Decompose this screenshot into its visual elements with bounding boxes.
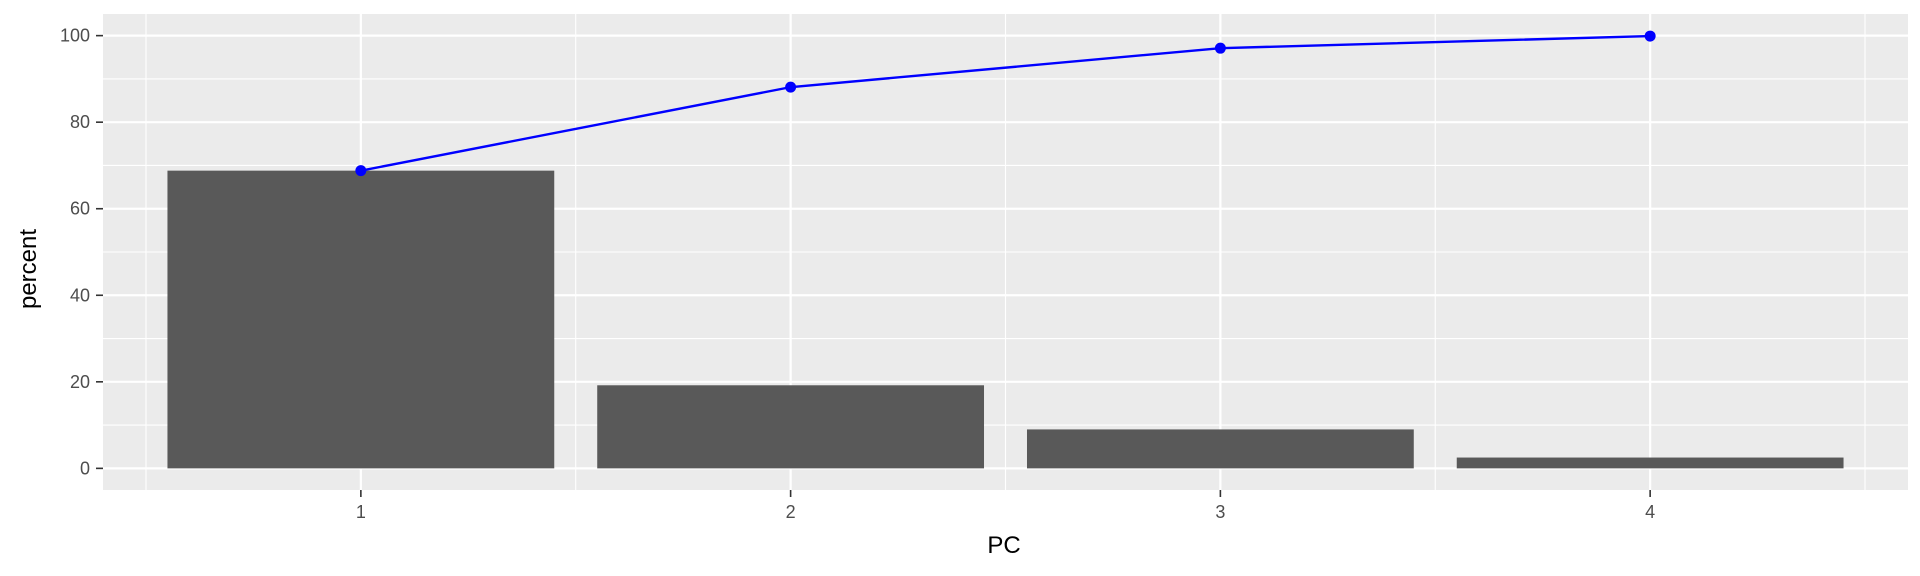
- bar-pc-4: [1456, 457, 1844, 469]
- y-tick-label: 80: [70, 112, 90, 132]
- y-tick-label: 100: [60, 26, 90, 46]
- cumulative-point-pc-3: [1214, 42, 1226, 54]
- x-axis-title: PC: [987, 532, 1020, 559]
- y-tick-label: 40: [70, 285, 90, 305]
- y-axis-title: percent: [15, 229, 42, 309]
- bar-pc-2: [597, 385, 985, 469]
- y-tick-label: 0: [80, 458, 90, 478]
- x-tick-label: 2: [786, 502, 796, 522]
- cumulative-point-pc-1: [355, 165, 367, 177]
- y-tick-label: 60: [70, 199, 90, 219]
- cumulative-line: [360, 34, 1651, 172]
- axes: 0 20 40 60 80 100 1 2 3 4: [60, 26, 1655, 522]
- cumulative-point-pc-2: [785, 81, 797, 93]
- bars: [167, 170, 1844, 469]
- bar-pc-3: [1026, 429, 1414, 469]
- y-tick-label: 20: [70, 372, 90, 392]
- x-tick-label: 4: [1645, 502, 1655, 522]
- bar-pc-1: [167, 170, 555, 469]
- x-tick-label: 3: [1215, 502, 1225, 522]
- cumulative-point-pc-4: [1644, 30, 1656, 42]
- x-tick-label: 1: [356, 502, 366, 522]
- cumulative-line-layer: [355, 30, 1656, 177]
